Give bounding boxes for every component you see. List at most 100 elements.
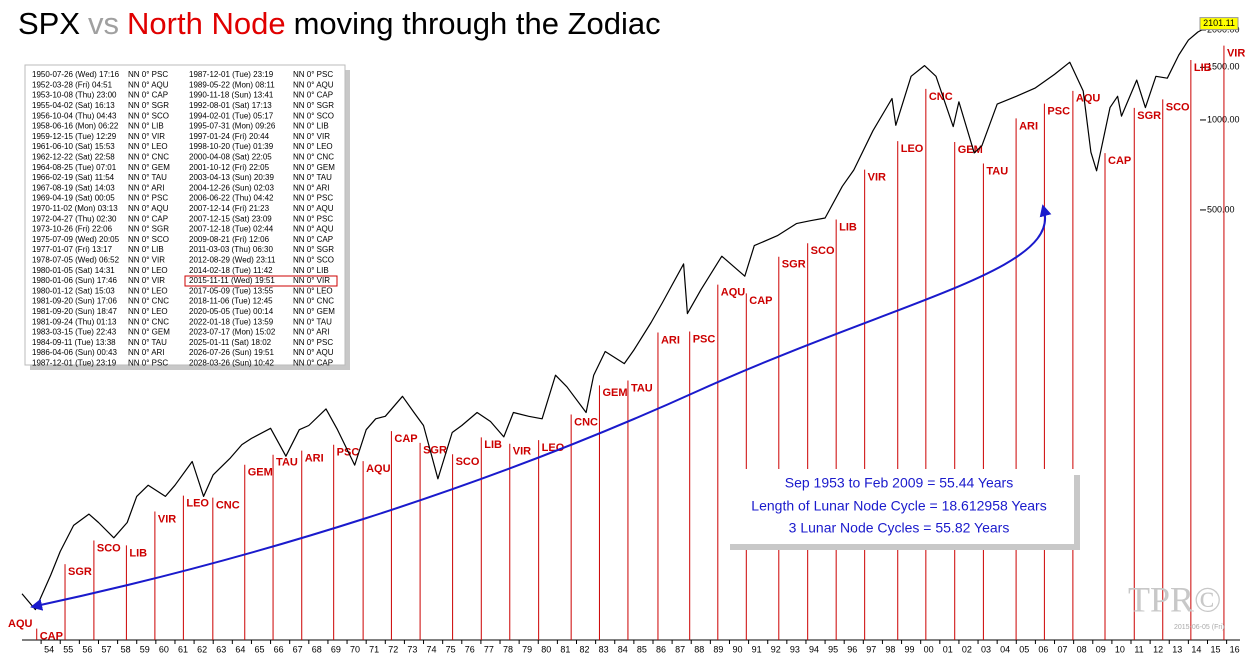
table-box (24, 64, 346, 366)
x-tick-label: 69 (331, 644, 341, 654)
zodiac-label: VIR (868, 172, 886, 184)
x-tick-label: 75 (446, 644, 456, 654)
zodiac-label: SCO (456, 456, 480, 468)
x-tick-label: 07 (1058, 644, 1068, 654)
table-cell: NN 0° CNC (293, 153, 334, 162)
x-tick-label: 57 (101, 644, 111, 654)
table-cell: NN 0° LIB (293, 266, 329, 275)
table-cell: 1980-01-05 (Sat) 14:31 (32, 266, 115, 275)
table-cell: NN 0° SCO (128, 235, 169, 244)
x-tick-label: 04 (1000, 644, 1010, 654)
watermark-date: 2015-06-05 (Fri) (1174, 624, 1225, 631)
table-cell: 2018-11-06 (Tue) 12:45 (189, 297, 273, 306)
table-cell: 2020-05-05 (Tue) 00:14 (189, 307, 274, 316)
x-tick-label: 68 (312, 644, 322, 654)
x-tick-label: 79 (522, 644, 532, 654)
zodiac-label: LIB (484, 439, 502, 451)
table-cell: 1980-01-06 (Sun) 17:46 (32, 276, 118, 285)
table-cell: 1981-09-20 (Sun) 17:06 (32, 297, 118, 306)
title-part: SPX (18, 6, 80, 41)
table-cell: NN 0° PSC (128, 194, 168, 203)
table-cell: 1990-11-18 (Sun) 13:41 (189, 91, 274, 100)
table-cell: NN 0° TAU (128, 173, 167, 182)
table-cell: 1981-09-24 (Thu) 01:13 (32, 317, 117, 326)
zodiac-label: GEM (958, 144, 983, 156)
table-cell: 1973-10-26 (Fri) 22:06 (32, 225, 113, 234)
x-tick-label: 67 (293, 644, 303, 654)
title-part: North Node (127, 6, 286, 41)
table-cell: 2007-12-14 (Fri) 21:23 (189, 204, 270, 213)
x-tick-label: 81 (560, 644, 570, 654)
table-cell: 2009-08-21 (Fri) 12:06 (189, 235, 270, 244)
table-cell: 1987-12-01 (Tue) 23:19 (32, 359, 117, 368)
x-tick-label: 83 (599, 644, 609, 654)
annotation-line: Sep 1953 to Feb 2009 = 55.44 Years (785, 475, 1013, 491)
table-cell: 2012-08-29 (Wed) 23:11 (189, 256, 276, 265)
x-tick-label: 09 (1096, 644, 1106, 654)
zodiac-label: GEM (602, 387, 627, 399)
table-cell: NN 0° TAU (293, 173, 332, 182)
x-tick-label: 15 (1210, 644, 1220, 654)
table-cell: NN 0° AQU (128, 80, 169, 89)
table-cell: NN 0° SGR (128, 225, 169, 234)
x-tick-label: 14 (1191, 644, 1201, 654)
x-tick-label: 98 (885, 644, 895, 654)
x-tick-label: 60 (159, 644, 169, 654)
table-cell: 1975-07-09 (Wed) 20:05 (32, 235, 120, 244)
table-cell: NN 0° AQU (293, 348, 334, 357)
table-cell: 1961-06-10 (Sat) 15:53 (32, 142, 115, 151)
zodiac-label: VIR (158, 513, 176, 525)
table-cell: 2014-02-18 (Tue) 11:42 (189, 266, 273, 275)
zodiac-label: LIB (1194, 62, 1212, 74)
x-tick-label: 94 (809, 644, 819, 654)
table-cell: 1969-04-19 (Sat) 00:05 (32, 194, 115, 203)
zodiac-label: LIB (129, 547, 147, 559)
table-cell: 1987-12-01 (Tue) 23:19 (189, 70, 274, 79)
zodiac-label: SCO (1166, 101, 1190, 113)
table-cell: 1986-04-06 (Sun) 00:43 (32, 348, 118, 357)
table-cell: 2007-12-18 (Tue) 02:44 (189, 225, 274, 234)
table-cell: NN 0° SGR (293, 101, 334, 110)
table-cell: NN 0° CAP (293, 359, 333, 368)
x-tick-label: 87 (675, 644, 685, 654)
y-tick-label: 1500.00 (1207, 62, 1240, 72)
zodiac-label: AQU (721, 287, 746, 299)
cycle-arrow (30, 204, 1052, 611)
table-cell: 2003-04-13 (Sun) 20:39 (189, 173, 275, 182)
zodiac-label: TAU (986, 165, 1008, 177)
table-cell: NN 0° LEO (128, 286, 168, 295)
x-tick-label: 56 (82, 644, 92, 654)
zodiac-label: CNC (929, 91, 953, 103)
table-cell: 1994-02-01 (Tue) 05:17 (189, 111, 274, 120)
x-tick-label: 82 (579, 644, 589, 654)
zodiac-label: TAU (631, 382, 653, 394)
table-cell: NN 0° CAP (293, 235, 333, 244)
table-cell: NN 0° VIR (293, 276, 330, 285)
table-cell: NN 0° TAU (128, 338, 167, 347)
table-cell: 1983-03-15 (Tue) 22:43 (32, 328, 117, 337)
x-tick-label: 97 (866, 644, 876, 654)
zodiac-label: PSC (1047, 105, 1070, 117)
x-tick-label: 86 (656, 644, 666, 654)
table-cell: 1952-03-28 (Fri) 04:51 (32, 80, 113, 89)
zodiac-label: ARI (305, 452, 324, 464)
x-tick-label: 03 (981, 644, 991, 654)
table-cell: NN 0° CNC (128, 297, 169, 306)
table-cell: NN 0° GEM (293, 307, 335, 316)
table-cell: NN 0° AQU (293, 204, 334, 213)
table-cell: NN 0° PSC (293, 70, 333, 79)
x-tick-label: 59 (140, 644, 150, 654)
y-tick-label: 1000.00 (1207, 114, 1240, 124)
table-cell: 2011-03-03 (Thu) 06:30 (189, 245, 273, 254)
zodiac-label: SCO (97, 542, 121, 554)
last-value-box (1199, 17, 1239, 31)
table-cell: 1955-04-02 (Sat) 16:13 (32, 101, 115, 110)
chart-title: SPX vs North Node moving through the Zodiac (18, 6, 661, 41)
table-cell: NN 0° PSC (293, 214, 333, 223)
x-tick-label: 76 (465, 644, 475, 654)
table-cell: 1950-07-26 (Wed) 17:16 (32, 70, 120, 79)
x-tick-label: 95 (828, 644, 838, 654)
table-cell: NN 0° VIR (293, 132, 330, 141)
table-cell: NN 0° CAP (293, 91, 333, 100)
x-tick-label: 77 (484, 644, 494, 654)
